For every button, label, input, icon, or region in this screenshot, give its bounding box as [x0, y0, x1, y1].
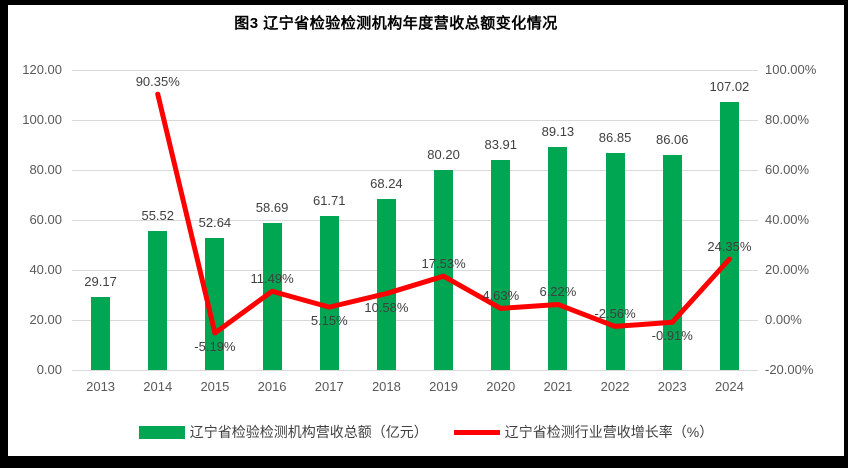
x-axis-tick-label: 2017: [314, 379, 344, 394]
gridline: [72, 120, 758, 121]
bar: [376, 199, 396, 370]
line-value-label: -2.56%: [594, 306, 636, 322]
x-axis-tick-label: 2019: [429, 379, 459, 394]
right-axis-tick-label: 100.00%: [765, 62, 817, 77]
line-value-label: 4.63%: [482, 288, 520, 304]
bar-series-swatch: [138, 425, 185, 439]
x-axis-tick-label: 2024: [714, 379, 744, 394]
gridline: [72, 220, 758, 221]
bar: [548, 147, 568, 370]
bar-value-label: 58.69: [255, 200, 289, 216]
chart-title: 图3 辽宁省检验检测机构年度营收总额变化情况: [234, 15, 558, 32]
bar-value-label: 80.20: [427, 146, 460, 162]
bar-value-label: 86.85: [598, 129, 632, 145]
bar-value-label: 68.24: [370, 176, 403, 192]
gridline: [72, 70, 758, 71]
left-axis-tick-label: 100.00: [22, 112, 62, 127]
x-axis-tick-label: 2015: [200, 379, 230, 394]
right-axis-tick-label: 20.00%: [765, 262, 810, 277]
gridline: [72, 170, 758, 171]
x-axis-tick-label: 2013: [86, 379, 116, 394]
right-axis-tick-label: 0.00%: [765, 312, 802, 327]
bar: [148, 231, 168, 370]
gridline: [72, 370, 758, 371]
bar: [91, 297, 111, 370]
bar-value-label: 29.17: [84, 274, 117, 290]
bar-value-label: 83.91: [484, 137, 518, 153]
legend-item-growth-rate: 辽宁省检测行业营收增长率（%）: [453, 422, 714, 442]
bar: [319, 215, 339, 370]
bar: [491, 160, 511, 370]
x-axis-tick-label: 2021: [543, 379, 573, 394]
line-value-label: 90.35%: [135, 74, 180, 90]
bar-value-label: 52.64: [198, 215, 232, 231]
line-value-label: 5.15%: [310, 313, 348, 329]
left-axis-tick-label: 40.00: [29, 262, 62, 277]
left-axis-tick-label: 120.00: [22, 62, 62, 77]
x-axis-tick-label: 2018: [371, 379, 401, 394]
line-value-label: -0.91%: [651, 328, 693, 344]
line-value-label: 11.49%: [250, 271, 294, 287]
gridline: [72, 270, 758, 271]
bar-value-label: 61.71: [312, 192, 346, 208]
left-axis-tick-label: 20.00: [29, 312, 62, 327]
bar: [719, 102, 739, 370]
x-axis-tick-label: 2016: [257, 379, 287, 394]
legend: 辽宁省检验检测机构营收总额（亿元） 辽宁省检测行业营收增长率（%）: [8, 422, 844, 442]
left-axis-tick-label: 80.00: [29, 162, 62, 177]
line-value-label: 24.35%: [707, 239, 752, 255]
bar: [605, 152, 625, 370]
line-value-label: -5.19%: [194, 338, 236, 354]
legend-item-revenue: 辽宁省检验检测机构营收总额（亿元）: [138, 422, 428, 442]
legend-label-revenue: 辽宁省检验检测机构营收总额（亿元）: [189, 424, 428, 440]
x-axis-tick-label: 2023: [657, 379, 687, 394]
bar-value-label: 107.02: [709, 79, 750, 95]
left-axis-tick-label: 60.00: [29, 212, 62, 227]
line-series-swatch: [453, 429, 500, 435]
right-axis-tick-label: -20.00%: [765, 362, 814, 377]
line-value-label: 17.53%: [421, 256, 466, 272]
right-axis-tick-label: 80.00%: [765, 112, 810, 127]
bar-value-label: 55.52: [141, 208, 175, 224]
x-axis-tick-label: 2014: [143, 379, 173, 394]
left-axis-tick-label: 0.00: [36, 362, 62, 377]
bar-value-label: 86.06: [655, 131, 689, 147]
legend-label-growth-rate: 辽宁省检测行业营收增长率（%）: [504, 424, 714, 440]
chart-area: 图3 辽宁省检验检测机构年度营收总额变化情况 120.00 100.00% 100.…: [8, 5, 844, 456]
line-value-label: 6.22%: [539, 284, 577, 300]
x-axis-tick-label: 2020: [486, 379, 516, 394]
right-axis-tick-label: 40.00%: [765, 212, 810, 227]
gridline: [72, 320, 758, 321]
bar: [262, 223, 282, 370]
right-axis-tick-label: 60.00%: [765, 162, 810, 177]
x-axis-tick-label: 2022: [600, 379, 630, 394]
bar-value-label: 89.13: [541, 124, 575, 140]
line-value-label: 10.58%: [364, 299, 409, 315]
